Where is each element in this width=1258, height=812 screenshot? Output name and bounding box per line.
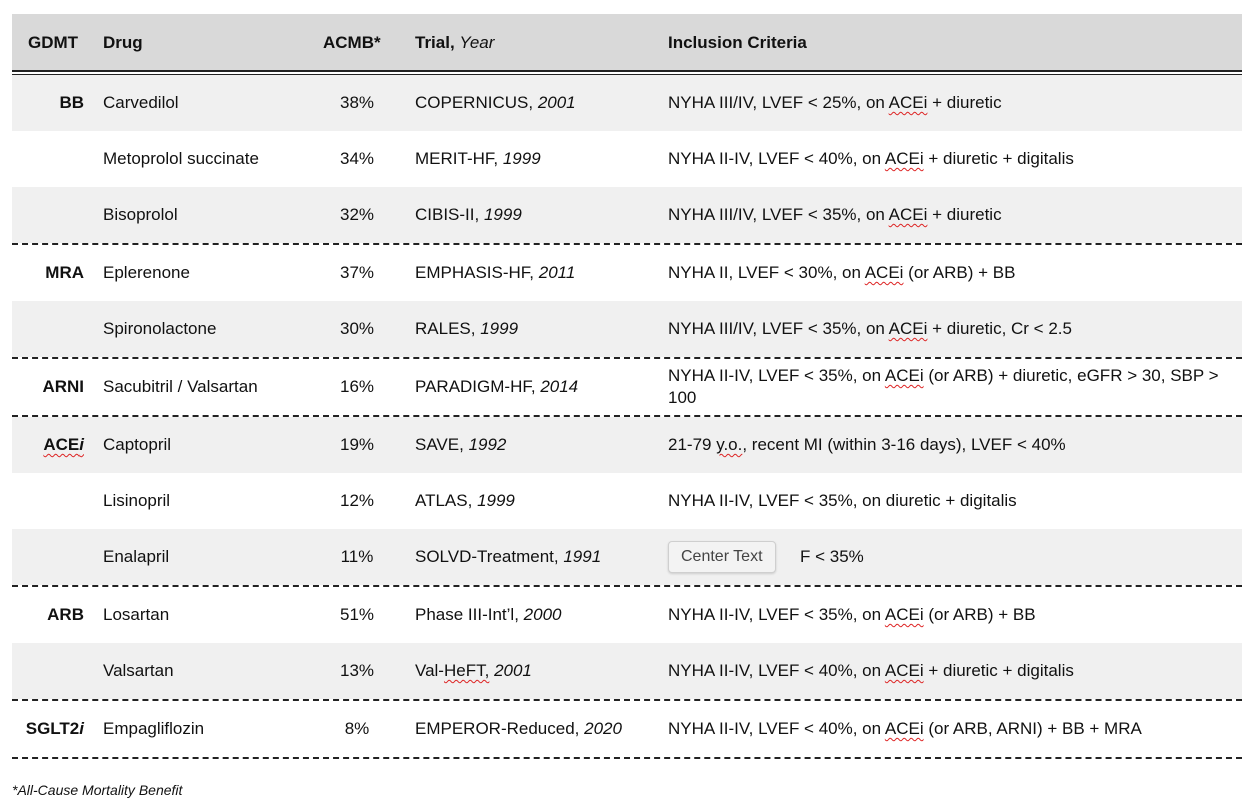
header-rule <box>12 70 1242 72</box>
acmb-cell: 30% <box>339 319 375 338</box>
trial-cell: ATLAS, 1999 <box>415 491 515 510</box>
trial-cell: MERIT-HF, 1999 <box>415 149 541 168</box>
inclusion-cell: F < 35% <box>800 547 864 566</box>
table-row: ACEi Captopril 19% SAVE, 1992 21-79 y.o.… <box>12 417 1242 473</box>
table-row: Spironolactone 30% RALES, 1999 NYHA III/… <box>12 301 1242 357</box>
trial-cell: RALES, 1999 <box>415 319 519 338</box>
inclusion-cell: NYHA III/IV, LVEF < 25%, on ACEi + diure… <box>668 93 1002 112</box>
table-row: Bisoprolol 32% CIBIS-II, 1999 NYHA III/I… <box>12 187 1242 243</box>
drug-cell: Empagliflozin <box>103 719 205 738</box>
drug-cell: Valsartan <box>103 661 174 680</box>
table-row: ARB Losartan 51% Phase III-Int’l, 2000 N… <box>12 587 1242 643</box>
gdmt-cell <box>12 301 84 357</box>
header-trial: Trial, Year <box>415 33 495 52</box>
table-row: ARNI Sacubitril / Valsartan 16% PARADIGM… <box>12 359 1242 415</box>
acmb-cell: 51% <box>339 605 375 624</box>
group-divider <box>12 357 1242 359</box>
acmb-cell: 37% <box>339 263 375 282</box>
inclusion-cell: 21-79 y.o., recent MI (within 3-16 days)… <box>668 435 1066 454</box>
table-row: Lisinopril 12% ATLAS, 1999 NYHA II-IV, L… <box>12 473 1242 529</box>
gdmt-cell: ARB <box>47 605 84 624</box>
table-row: BB Carvedilol 38% COPERNICUS, 2001 NYHA … <box>12 75 1242 131</box>
header-rule-2 <box>12 74 1242 75</box>
center-text-tooltip[interactable]: Center Text <box>668 541 776 573</box>
trial-cell: PARADIGM-HF, 2014 <box>415 377 579 396</box>
trial-cell: Val-HeFT, 2001 <box>415 661 532 680</box>
gdmt-cell <box>12 131 84 187</box>
inclusion-cell: NYHA II-IV, LVEF < 35%, on ACEi (or ARB)… <box>668 605 1036 624</box>
drug-cell: Carvedilol <box>103 93 179 112</box>
table-row: Enalapril 11% SOLVD-Treatment, 1991 F < … <box>12 529 1242 585</box>
acmb-cell: 13% <box>339 661 375 680</box>
header-inclusion: Inclusion Criteria <box>668 33 807 52</box>
group-divider <box>12 699 1242 701</box>
gdmt-cell <box>12 187 84 243</box>
table-header: GDMT Drug ACMB* Trial, Year Inclusion Cr… <box>12 14 1242 70</box>
inclusion-cell: NYHA II-IV, LVEF < 40%, on ACEi (or ARB,… <box>668 719 1142 738</box>
inclusion-cell: NYHA II-IV, LVEF < 40%, on ACEi + diuret… <box>668 149 1074 168</box>
gdmt-cell: SGLT2i <box>25 719 84 738</box>
drug-cell: Bisoprolol <box>103 205 178 224</box>
acmb-cell: 12% <box>339 491 375 510</box>
drug-cell: Sacubitril / Valsartan <box>103 377 258 396</box>
inclusion-cell: NYHA II-IV, LVEF < 40%, on ACEi + diuret… <box>668 661 1074 680</box>
gdmt-cell <box>12 643 84 699</box>
gdmt-cell: ARNI <box>42 377 84 396</box>
drug-cell: Captopril <box>103 435 172 454</box>
inclusion-cell: NYHA II-IV, LVEF < 35%, on diuretic + di… <box>668 491 1017 510</box>
drug-cell: Lisinopril <box>103 491 171 510</box>
acmb-cell: 8% <box>344 719 370 738</box>
trial-cell: CIBIS-II, 1999 <box>415 205 522 224</box>
trial-cell: COPERNICUS, 2001 <box>415 93 576 112</box>
gdmt-cell: BB <box>59 93 84 112</box>
header-drug: Drug <box>103 33 143 52</box>
table-row: Valsartan 13% Val-HeFT, 2001 NYHA II-IV,… <box>12 643 1242 699</box>
gdmt-cell: MRA <box>45 263 84 282</box>
trial-cell: EMPHASIS-HF, 2011 <box>415 263 576 282</box>
header-acmb: ACMB* <box>323 33 381 52</box>
table-row: Metoprolol succinate 34% MERIT-HF, 1999 … <box>12 131 1242 187</box>
drug-cell: Spironolactone <box>103 319 217 338</box>
drug-cell: Enalapril <box>103 547 170 566</box>
acmb-cell: 19% <box>339 435 375 454</box>
inclusion-cell: NYHA III/IV, LVEF < 35%, on ACEi + diure… <box>668 319 1072 338</box>
footnote: *All-Cause Mortality Benefit <box>12 782 183 798</box>
table-end-divider <box>12 757 1242 759</box>
group-divider <box>12 243 1242 245</box>
trial-cell: Phase III-Int’l, 2000 <box>415 605 562 624</box>
acmb-cell: 34% <box>339 149 375 168</box>
gdmt-cell <box>12 473 84 529</box>
acmb-cell: 38% <box>339 93 375 112</box>
gdmt-cell: ACEi <box>43 435 84 454</box>
table-row: MRA Eplerenone 37% EMPHASIS-HF, 2011 NYH… <box>12 245 1242 301</box>
acmb-cell: 11% <box>340 547 374 566</box>
trial-cell: EMPEROR-Reduced, 2020 <box>415 719 622 738</box>
acmb-cell: 32% <box>339 205 375 224</box>
inclusion-cell: NYHA III/IV, LVEF < 35%, on ACEi + diure… <box>668 205 1002 224</box>
trial-cell: SOLVD-Treatment, 1991 <box>415 547 602 566</box>
inclusion-cell: NYHA II-IV, LVEF < 35%, on ACEi (or ARB)… <box>668 366 1219 407</box>
gdmt-cell <box>12 529 84 585</box>
drug-cell: Metoprolol succinate <box>103 149 259 168</box>
inclusion-cell: NYHA II, LVEF < 30%, on ACEi (or ARB) + … <box>668 263 1016 282</box>
drug-cell: Losartan <box>103 605 170 624</box>
group-divider <box>12 585 1242 587</box>
acmb-cell: 16% <box>339 377 375 396</box>
drug-cell: Eplerenone <box>103 263 190 282</box>
trial-cell: SAVE, 1992 <box>415 435 507 454</box>
header-gdmt: GDMT <box>28 33 79 52</box>
table-row: SGLT2i Empagliflozin 8% EMPEROR-Reduced,… <box>12 701 1242 757</box>
gdmt-table: GDMT Drug ACMB* Trial, Year Inclusion Cr… <box>12 14 1242 759</box>
group-divider <box>12 415 1242 417</box>
